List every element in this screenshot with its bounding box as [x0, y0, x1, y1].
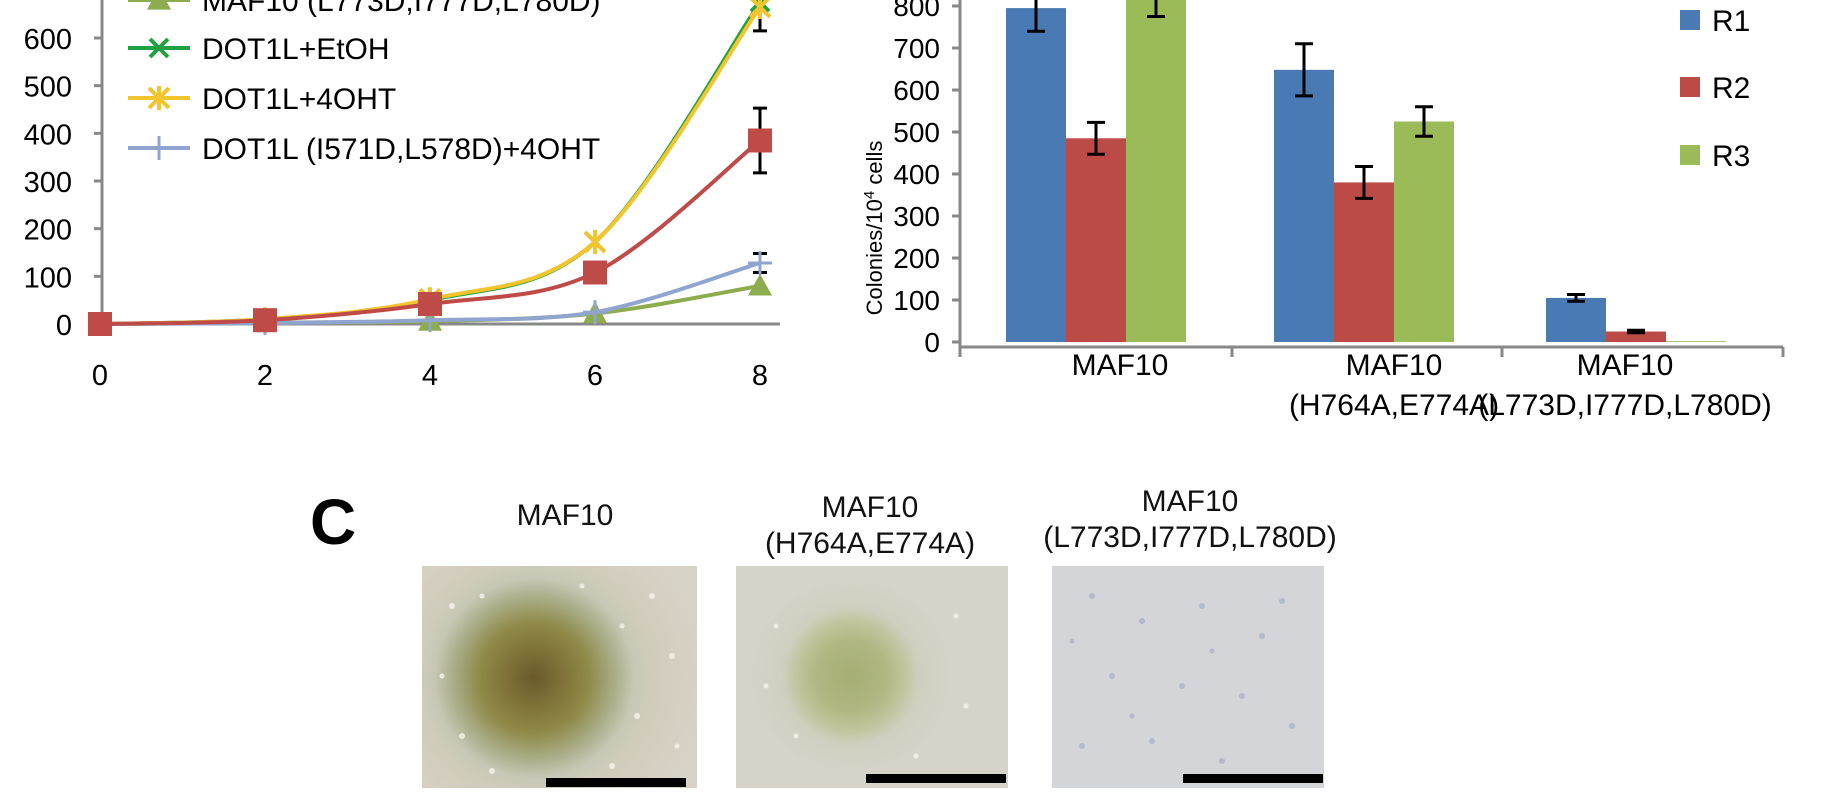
micrograph-maf10-l773d-i777d-l780d [1052, 566, 1324, 788]
bar-y-tick-label: 600 [893, 75, 940, 106]
bar-y-axis-label: Colonies/104 cells [861, 141, 887, 316]
line-data-point [748, 273, 772, 296]
line-legend-label: MAF10 (L773D,I777D,L780D) [202, 0, 601, 18]
line-y-tick-label: 500 [24, 72, 72, 104]
scale-bar-3 [1183, 774, 1323, 783]
line-legend-marker [147, 0, 171, 10]
micrograph-title-2-line-1: MAF10 [821, 491, 919, 524]
bar-error-bar [1147, 0, 1165, 18]
line-data-point [748, 0, 772, 20]
line-data-point [418, 291, 442, 316]
line-x-tick-label: 0 [92, 360, 108, 392]
bar-y-tick-label: 700 [893, 33, 940, 64]
bar-chart: 0 100 200 300 400 500 600 700 800 Colonies/104 ce… [861, 0, 1785, 422]
bar-y-tick-label: 300 [893, 201, 940, 232]
bar-error-bar [1295, 42, 1313, 98]
line-x-tick-label: 4 [422, 360, 438, 392]
scale-bar-2 [866, 774, 1006, 783]
bar-rect [1606, 331, 1666, 342]
bar-category-label: MAF10 [1072, 349, 1169, 382]
bar-rect [1006, 8, 1066, 342]
bar-rect [1546, 297, 1606, 342]
micrograph-title-3: MAF10 (L773D,I777D,L780D) [1010, 484, 1370, 556]
line-legend-marker [147, 86, 171, 110]
bar-legend-swatch [1680, 10, 1700, 30]
bar-y-tick-label: 200 [893, 243, 940, 274]
bar-error-bar [1087, 120, 1105, 156]
bar-rect [1274, 69, 1334, 342]
bar-y-tick-label: 800 [893, 0, 940, 22]
bar-error-bar [1627, 328, 1645, 335]
micrograph-title-1-line-1: MAF10 [516, 499, 614, 532]
micrograph-maf10 [422, 566, 697, 788]
bar-category-label: MAF10 [1346, 349, 1443, 382]
bar-y-tick-label: 500 [893, 117, 940, 148]
line-legend-label: DOT1L+4OHT [202, 83, 396, 116]
line-y-tick-label: 100 [24, 262, 72, 294]
bar-legend-label: R2 [1712, 72, 1750, 105]
bar-rect [1394, 121, 1454, 342]
line-legend-label: DOT1L+EtOH [202, 33, 390, 66]
line-chart: 0 100 200 300 400 500 600 0 2 4 6 8 MAF10 (L773D,I77… [24, 0, 780, 392]
line-y-tick-label: 0 [56, 310, 72, 342]
cell-speckles-3 [1069, 593, 1295, 764]
line-legend-marker [148, 37, 170, 59]
line-data-point [88, 312, 112, 336]
line-y-tick-label: 300 [24, 167, 72, 199]
bar-category-label: MAF10 [1577, 349, 1674, 382]
bar-rect [1126, 0, 1186, 343]
micrograph-title-1: MAF10 [425, 498, 705, 534]
bar-rect [1334, 182, 1394, 342]
micrograph-maf10-h764a-e774a [736, 566, 1008, 788]
line-data-point [748, 128, 772, 153]
bar-y-tick-label: 100 [893, 285, 940, 316]
micrograph-title-3-line-1: MAF10 [1141, 485, 1239, 518]
bar-y-tick-label: 400 [893, 159, 940, 190]
line-data-point [583, 300, 607, 325]
bar-rect [1066, 138, 1126, 342]
bar-legend-label: R3 [1712, 140, 1750, 173]
bar-error-bar [1355, 164, 1373, 200]
line-x-tick-label: 6 [587, 360, 603, 392]
bar-category-label: (H764A,E774A) [1289, 389, 1499, 422]
cell-speckles-2 [763, 613, 969, 759]
bar-error-bar [1415, 105, 1433, 138]
bar-category-label: (L773D,I777D,L780D) [1478, 389, 1772, 422]
line-data-point [583, 230, 607, 255]
micrograph-title-2-line-2: (H764A,E774A) [764, 527, 976, 560]
bar-legend-swatch [1680, 145, 1700, 165]
line-y-tick-label: 200 [24, 215, 72, 247]
bar-legend-label: R1 [1712, 5, 1750, 38]
line-data-point [583, 260, 607, 285]
cell-speckles-1 [439, 583, 680, 774]
line-y-tick-label: 600 [24, 24, 72, 56]
line-y-tick-label: 400 [24, 119, 72, 151]
line-x-tick-label: 2 [257, 360, 273, 392]
bar-y-tick-label: 0 [924, 327, 940, 358]
micrograph-title-3-line-2: (L773D,I777D,L780D) [1043, 521, 1337, 554]
line-legend-label: DOT1L (I571D,L578D)+4OHT [202, 133, 600, 166]
bar-error-bar [1567, 293, 1585, 303]
micrograph-title-2: MAF10 (H764A,E774A) [720, 490, 1020, 562]
panel-letter-c: C [310, 486, 357, 558]
line-legend-marker [147, 136, 171, 160]
line-data-point [748, 250, 772, 275]
scale-bar-1 [546, 778, 686, 787]
bar-error-bar [1027, 0, 1045, 33]
bar-legend-swatch [1680, 77, 1700, 97]
line-data-point [253, 308, 277, 333]
bar-rect [1666, 341, 1726, 342]
line-x-tick-label: 8 [752, 360, 768, 392]
